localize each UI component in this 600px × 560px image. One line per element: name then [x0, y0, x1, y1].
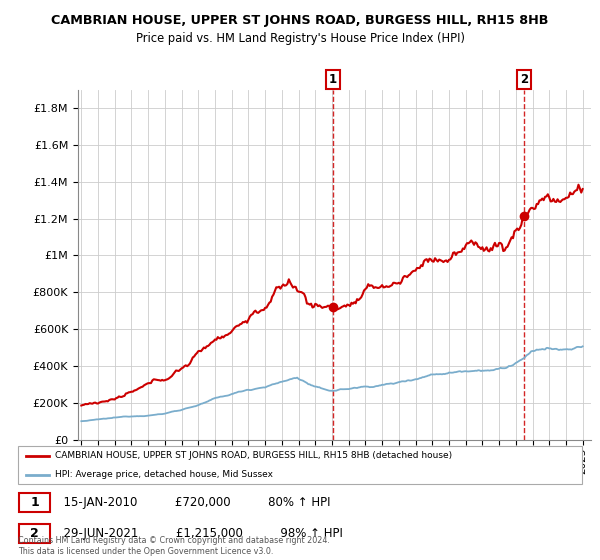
Text: 2: 2 [520, 73, 528, 86]
Bar [19, 524, 50, 543]
Text: 29-JUN-2021          £1,215,000          98% ↑ HPI: 29-JUN-2021 £1,215,000 98% ↑ HPI [56, 527, 343, 540]
Text: HPI: Average price, detached house, Mid Sussex: HPI: Average price, detached house, Mid … [55, 470, 272, 479]
Bar [19, 493, 50, 512]
Text: CAMBRIAN HOUSE, UPPER ST JOHNS ROAD, BURGESS HILL, RH15 8HB: CAMBRIAN HOUSE, UPPER ST JOHNS ROAD, BUR… [52, 14, 548, 27]
Text: 1: 1 [30, 496, 39, 510]
Text: CAMBRIAN HOUSE, UPPER ST JOHNS ROAD, BURGESS HILL, RH15 8HB (detached house): CAMBRIAN HOUSE, UPPER ST JOHNS ROAD, BUR… [55, 451, 452, 460]
Text: 1: 1 [329, 73, 337, 86]
Text: 15-JAN-2010          £720,000          80% ↑ HPI: 15-JAN-2010 £720,000 80% ↑ HPI [56, 496, 331, 510]
Text: Price paid vs. HM Land Registry's House Price Index (HPI): Price paid vs. HM Land Registry's House … [136, 32, 464, 45]
Text: 2: 2 [30, 527, 39, 540]
Text: Contains HM Land Registry data © Crown copyright and database right 2024.
This d: Contains HM Land Registry data © Crown c… [18, 536, 330, 556]
